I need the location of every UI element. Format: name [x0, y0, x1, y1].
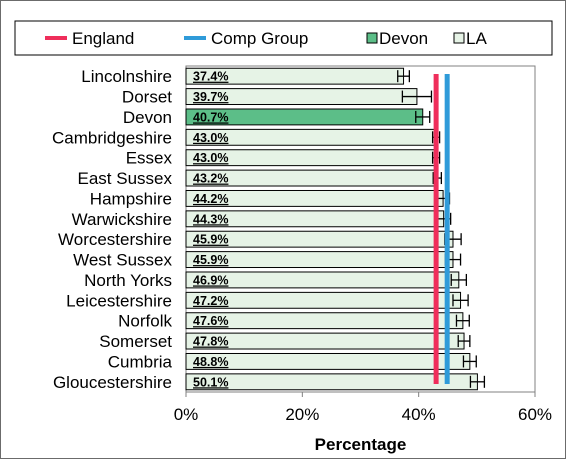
category-label-warwickshire: Warwickshire — [72, 210, 172, 229]
legend-swatch-la — [453, 32, 465, 44]
category-label-somerset: Somerset — [99, 332, 172, 351]
data-label-cambridgeshire: 43.0% — [193, 131, 228, 145]
legend-swatch-devon — [366, 32, 378, 44]
x-tick-label: 0% — [174, 405, 199, 424]
data-label-north-yorks: 46.9% — [193, 273, 228, 287]
category-label-hampshire: Hampshire — [90, 189, 172, 208]
category-label-north-yorks: North Yorks — [84, 271, 172, 290]
data-label-west-sussex: 45.9% — [193, 253, 228, 267]
data-label-east-sussex: 43.2% — [193, 172, 228, 186]
x-axis: 0% 20% 40% 60% — [174, 391, 552, 424]
data-label-worcestershire: 45.9% — [193, 233, 228, 247]
legend-label-la: LA — [466, 29, 487, 48]
category-label-east-sussex: East Sussex — [78, 169, 173, 188]
category-label-west-sussex: West Sussex — [73, 251, 172, 270]
data-label-warwickshire: 44.3% — [193, 212, 228, 226]
category-label-norfolk: Norfolk — [118, 312, 172, 331]
data-label-leicestershire: 47.2% — [193, 294, 228, 308]
bar-cumbria — [185, 352, 471, 370]
category-label-worcestershire: Worcestershire — [58, 230, 172, 249]
category-label-essex: Essex — [126, 149, 173, 168]
data-label-dorset: 39.7% — [193, 90, 228, 104]
legend-label-england: England — [72, 29, 134, 48]
data-label-devon: 40.7% — [193, 110, 228, 124]
x-tick-label: 40% — [402, 405, 436, 424]
category-label-leicestershire: Leicestershire — [66, 291, 172, 310]
reference-lines-group — [433, 74, 450, 384]
category-label-lincolnshire: Lincolnshire — [81, 67, 172, 86]
legend-label-devon: Devon — [379, 29, 428, 48]
category-label-gloucestershire: Gloucestershire — [53, 373, 172, 392]
x-tick-label: 20% — [285, 405, 319, 424]
x-axis-title: Percentage — [315, 435, 407, 454]
category-label-devon: Devon — [123, 108, 172, 127]
category-label-dorset: Dorset — [122, 88, 172, 107]
legend-label-comp-group: Comp Group — [211, 29, 308, 48]
data-label-gloucestershire: 50.1% — [193, 375, 228, 389]
data-label-norfolk: 47.6% — [193, 314, 228, 328]
category-label-cambridgeshire: Cambridgeshire — [52, 128, 172, 147]
bars-group: 37.4% 39.7% 40.7% 43.0% 43.0% 43.2% 44.2% 44.3%… — [185, 67, 478, 391]
data-label-somerset: 47.8% — [193, 335, 228, 349]
category-label-cumbria: Cumbria — [108, 352, 173, 371]
data-label-essex: 43.0% — [193, 151, 228, 165]
data-label-lincolnshire: 37.4% — [193, 70, 228, 84]
legend: England Comp Group Devon LA — [14, 20, 553, 56]
data-label-cumbria: 48.8% — [193, 355, 228, 369]
data-label-hampshire: 44.2% — [193, 192, 228, 206]
x-tick-label: 60% — [518, 405, 552, 424]
